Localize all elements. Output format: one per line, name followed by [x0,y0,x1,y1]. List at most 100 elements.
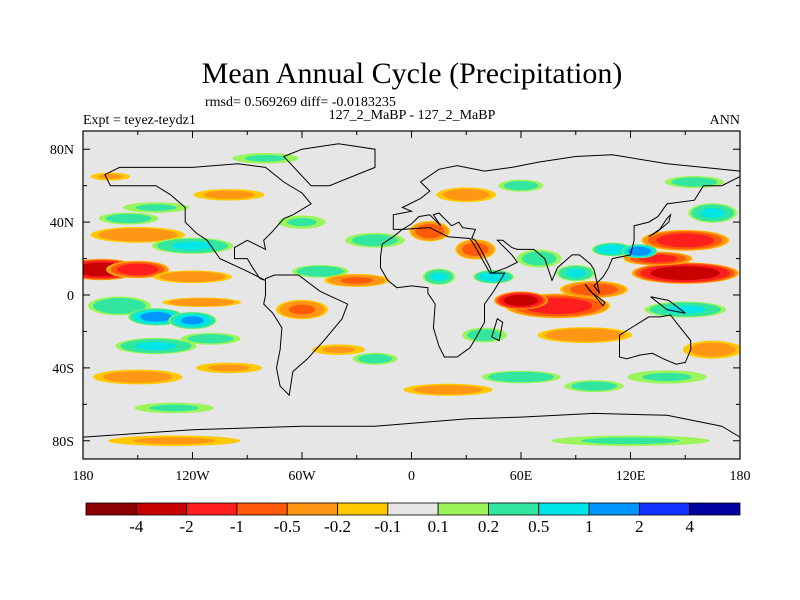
anomaly-contour [521,251,557,266]
x-tick-label: 180 [73,469,94,484]
anomaly-contour [671,177,718,187]
anomaly-contour [203,190,255,199]
anomaly-blob [93,369,183,385]
colorbar-label: -4 [129,517,144,536]
colorbar-label: 1 [585,517,594,536]
map-plot [82,131,741,460]
anomaly-blob [627,370,707,384]
season-label: ANN [710,113,740,128]
x-tick-label: 180 [730,469,751,484]
anomaly-blob [455,239,496,260]
colorbar-label: -0.5 [274,517,301,536]
colorbar-box [286,502,338,516]
anomaly-contour [628,246,652,256]
anomaly-blob [90,226,185,243]
anomaly-contour [149,404,199,412]
anomaly-contour [462,242,489,257]
colorbar-label: 4 [685,517,694,536]
anomaly-blob [498,179,544,192]
anomaly-contour [413,385,483,395]
anomaly-contour [105,213,152,224]
anomaly-contour [700,208,725,218]
anomaly-blob [537,327,633,343]
anomaly-blob [564,380,624,393]
colorbar-label: 0.1 [428,517,449,536]
anomaly-contour [689,342,736,357]
anomaly-blob [134,402,214,414]
anomaly-contour [98,228,178,242]
anomaly-contour [98,174,123,180]
anomaly-blob [291,265,349,278]
anomaly-field [83,131,740,459]
anomaly-contour [172,241,213,250]
colorbar-box [236,502,288,516]
map-axes: 180 120W 60W 0 60E 120E 180 80N 40N 0 40S 80S [50,130,751,484]
anomaly-blob [122,202,190,213]
colorbar-box [387,502,439,516]
anomaly-contour [168,298,235,307]
anomaly-blob [151,237,234,254]
anomaly-blob [560,281,628,299]
colorbar-box [488,502,540,516]
x-tick-label: 120E [616,469,646,484]
x-tick-label: 60W [288,469,316,484]
anomaly-blob [98,212,159,225]
anomaly-blob [278,215,326,229]
anomaly-blob [106,260,170,279]
anomaly-contour [351,234,399,247]
case-label: 127_2_MaBP - 127_2_MaBP [329,108,496,123]
anomaly-contour [187,334,234,344]
anomaly-blob [193,189,265,201]
anomaly-blob [115,337,197,355]
anomaly-blob [591,242,633,257]
anomaly-blob [403,383,493,396]
colorbar-label: -0.1 [374,517,401,536]
experiment-label: Expt = teyez-teydz1 [83,113,196,128]
anomaly-contour [287,218,317,227]
anomaly-blob [352,352,398,365]
anomaly-contour [443,188,490,201]
anomaly-blob [153,270,232,284]
y-tick-label: 40N [50,216,74,231]
anomaly-contour [545,328,625,342]
colorbar-box [337,502,389,516]
anomaly-contour [487,371,555,383]
anomaly-blob [682,340,740,359]
anomaly-blob [312,344,365,355]
anomaly-contour [650,266,720,281]
anomaly-blob [168,311,217,330]
anomaly-blob [324,273,390,287]
anomaly-blob [551,435,710,447]
x-tick-label: 60E [510,469,533,484]
anomaly-contour [140,311,172,322]
x-tick-label: 0 [408,469,415,484]
anomaly-blob [622,244,658,259]
anomaly-contour [664,305,706,314]
anomaly-contour [570,283,618,296]
anomaly-blob [664,176,725,189]
stats-text: rmsd= 0.569269 diff= -0.0183235 [205,95,396,110]
colorbar-box [538,502,590,516]
colorbar-box [135,502,188,516]
anomaly-blob [276,299,328,320]
coastline [282,143,376,187]
anomaly-blob [409,221,451,242]
anomaly-contour [296,266,345,277]
anomaly-blob [108,435,241,447]
anomaly-blob [688,203,738,223]
anomaly-contour [642,372,692,382]
anomaly-contour [245,155,286,162]
anomaly-contour [570,381,618,391]
anomaly-blob [90,172,131,181]
anomaly-contour [656,233,715,248]
anomaly-blob [422,268,456,285]
anomaly-blob [481,370,561,384]
coastline [104,163,312,281]
y-tick-label: 0 [67,289,74,304]
colorbar-label: 0.5 [528,517,549,536]
anomaly-blob [88,296,151,316]
anomaly-blob [644,301,726,318]
coastline [584,283,606,307]
coastline [648,213,672,238]
